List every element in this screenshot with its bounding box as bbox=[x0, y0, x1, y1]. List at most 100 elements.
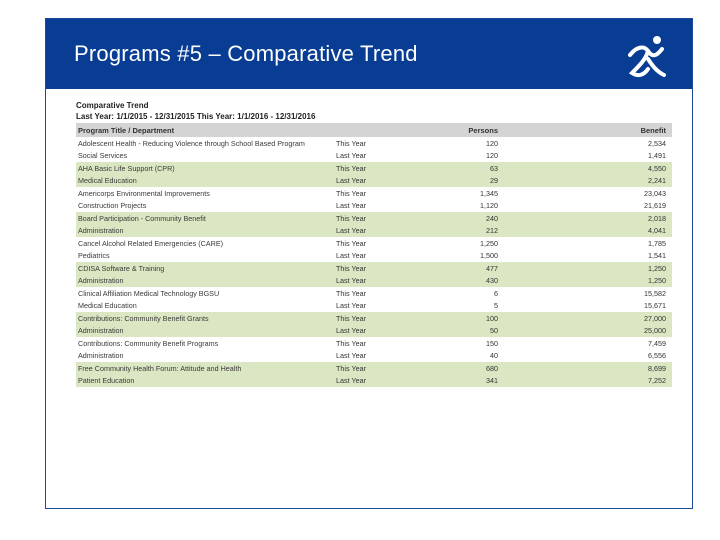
department-name: Construction Projects bbox=[78, 200, 147, 210]
last-year-row: Construction Projects Last Year 1,120 21,61… bbox=[76, 200, 672, 212]
period-label: This Year bbox=[336, 364, 366, 374]
benefit-value: 1,785 bbox=[648, 239, 666, 249]
benefit-value: 21,619 bbox=[644, 200, 666, 210]
period-label: This Year bbox=[336, 289, 366, 299]
column-header-persons: Persons bbox=[468, 125, 498, 135]
this-year-row: Clinical Affiliation Medical Technology … bbox=[76, 288, 672, 300]
persons-value: 63 bbox=[490, 164, 498, 174]
this-year-row: Americorps Environmental Improvements Thi… bbox=[76, 188, 672, 200]
department-name: Administration bbox=[78, 225, 124, 235]
period-label: This Year bbox=[336, 164, 366, 174]
column-header-program: Program Title / Department bbox=[78, 125, 175, 135]
last-year-row: Medical Education Last Year 29 2,241 bbox=[76, 175, 672, 187]
period-label: This Year bbox=[336, 239, 366, 249]
program-group: Contributions: Community Benefit Program… bbox=[76, 337, 672, 362]
program-title: CDISA Software & Training bbox=[78, 264, 165, 274]
benefit-value: 4,550 bbox=[648, 164, 666, 174]
benefit-value: 15,582 bbox=[644, 289, 666, 299]
persons-value: 240 bbox=[486, 214, 498, 224]
this-year-row: Adolescent Health - Reducing Violence th… bbox=[76, 138, 672, 150]
persons-value: 1,250 bbox=[480, 239, 498, 249]
period-label: Last Year bbox=[336, 325, 366, 335]
persons-value: 120 bbox=[486, 150, 498, 160]
last-year-row: Pediatrics Last Year 1,500 1,541 bbox=[76, 250, 672, 262]
program-group: AHA Basic Life Support (CPR) This Year 63 4… bbox=[76, 162, 672, 187]
program-group: CDISA Software & Training This Year 477 1,2… bbox=[76, 262, 672, 287]
persons-value: 5 bbox=[494, 300, 498, 310]
persons-value: 430 bbox=[486, 275, 498, 285]
persons-value: 40 bbox=[490, 350, 498, 360]
persons-value: 1,120 bbox=[480, 200, 498, 210]
slide-title: Programs #5 – Comparative Trend bbox=[74, 41, 418, 66]
program-group: Cancel Alcohol Related Emergencies (CARE… bbox=[76, 237, 672, 262]
this-year-row: Board Participation - Community Benefit T… bbox=[76, 213, 672, 225]
period-label: Last Year bbox=[336, 225, 366, 235]
program-title: Clinical Affiliation Medical Technology … bbox=[78, 289, 220, 299]
department-name: Medical Education bbox=[78, 175, 137, 185]
this-year-row: Free Community Health Forum: Attitude an… bbox=[76, 363, 672, 375]
persons-value: 100 bbox=[486, 314, 498, 324]
department-name: Administration bbox=[78, 325, 124, 335]
persons-value: 212 bbox=[486, 225, 498, 235]
last-year-row: Administration Last Year 430 1,250 bbox=[76, 275, 672, 287]
program-group: Clinical Affiliation Medical Technology … bbox=[76, 287, 672, 312]
benefit-value: 1,250 bbox=[648, 275, 666, 285]
department-name: Administration bbox=[78, 275, 124, 285]
department-name: Medical Education bbox=[78, 300, 137, 310]
period-label: Last Year bbox=[336, 200, 366, 210]
this-year-row: AHA Basic Life Support (CPR) This Year 63 4… bbox=[76, 163, 672, 175]
program-group: Board Participation - Community Benefit T… bbox=[76, 212, 672, 237]
program-group: Contributions: Community Benefit Grants T… bbox=[76, 312, 672, 337]
last-year-row: Medical Education Last Year 5 15,671 bbox=[76, 300, 672, 312]
program-title: AHA Basic Life Support (CPR) bbox=[78, 164, 175, 174]
period-label: This Year bbox=[336, 339, 366, 349]
last-year-row: Social Services Last Year 120 1,491 bbox=[76, 150, 672, 162]
benefit-value: 7,459 bbox=[648, 339, 666, 349]
benefit-value: 25,000 bbox=[644, 325, 666, 335]
period-label: Last Year bbox=[336, 150, 366, 160]
period-label: This Year bbox=[336, 214, 366, 224]
column-header-benefit: Benefit bbox=[640, 125, 666, 135]
program-title: Free Community Health Forum: Attitude an… bbox=[78, 364, 242, 374]
persons-value: 341 bbox=[486, 375, 498, 385]
persons-value: 29 bbox=[490, 175, 498, 185]
last-year-row: Administration Last Year 40 6,556 bbox=[76, 350, 672, 362]
period-label: Last Year bbox=[336, 350, 366, 360]
department-name: Patient Education bbox=[78, 375, 135, 385]
benefit-value: 15,671 bbox=[644, 300, 666, 310]
program-title: Adolescent Health - Reducing Violence th… bbox=[78, 139, 305, 149]
this-year-row: CDISA Software & Training This Year 477 1,2… bbox=[76, 263, 672, 275]
report-date-range: Last Year: 1/1/2015 - 12/31/2015 This Ye… bbox=[76, 112, 316, 121]
benefit-value: 4,041 bbox=[648, 225, 666, 235]
benefit-value: 1,491 bbox=[648, 150, 666, 160]
department-name: Social Services bbox=[78, 150, 128, 160]
persons-value: 150 bbox=[486, 339, 498, 349]
benefit-value: 1,541 bbox=[648, 250, 666, 260]
benefit-value: 6,556 bbox=[648, 350, 666, 360]
this-year-row: Contributions: Community Benefit Program… bbox=[76, 338, 672, 350]
period-label: This Year bbox=[336, 189, 366, 199]
this-year-row: Contributions: Community Benefit Grants T… bbox=[76, 313, 672, 325]
slide-frame: Programs #5 – Comparative Trend Comparat… bbox=[45, 18, 693, 509]
comparative-trend-report: Comparative Trend Last Year: 1/1/2015 - … bbox=[76, 101, 672, 387]
program-title: Contributions: Community Benefit Grants bbox=[78, 314, 209, 324]
benefit-value: 7,252 bbox=[648, 375, 666, 385]
benefit-value: 27,000 bbox=[644, 314, 666, 324]
program-title: Board Participation - Community Benefit bbox=[78, 214, 206, 224]
program-title: Americorps Environmental Improvements bbox=[78, 189, 210, 199]
header-band: Programs #5 – Comparative Trend bbox=[46, 19, 692, 89]
last-year-row: Administration Last Year 50 25,000 bbox=[76, 325, 672, 337]
program-group: Free Community Health Forum: Attitude an… bbox=[76, 362, 672, 387]
benefit-value: 8,699 bbox=[648, 364, 666, 374]
table-body: Adolescent Health - Reducing Violence th… bbox=[76, 137, 672, 387]
last-year-row: Patient Education Last Year 341 7,252 bbox=[76, 375, 672, 387]
program-title: Cancel Alcohol Related Emergencies (CARE… bbox=[78, 239, 224, 249]
benefit-value: 1,250 bbox=[648, 264, 666, 274]
persons-value: 1,500 bbox=[480, 250, 498, 260]
period-label: Last Year bbox=[336, 175, 366, 185]
persons-value: 680 bbox=[486, 364, 498, 374]
benefit-value: 2,018 bbox=[648, 214, 666, 224]
persons-value: 120 bbox=[486, 139, 498, 149]
table-header-row: Program Title / Department Persons Benef… bbox=[76, 123, 672, 137]
persons-value: 6 bbox=[494, 289, 498, 299]
